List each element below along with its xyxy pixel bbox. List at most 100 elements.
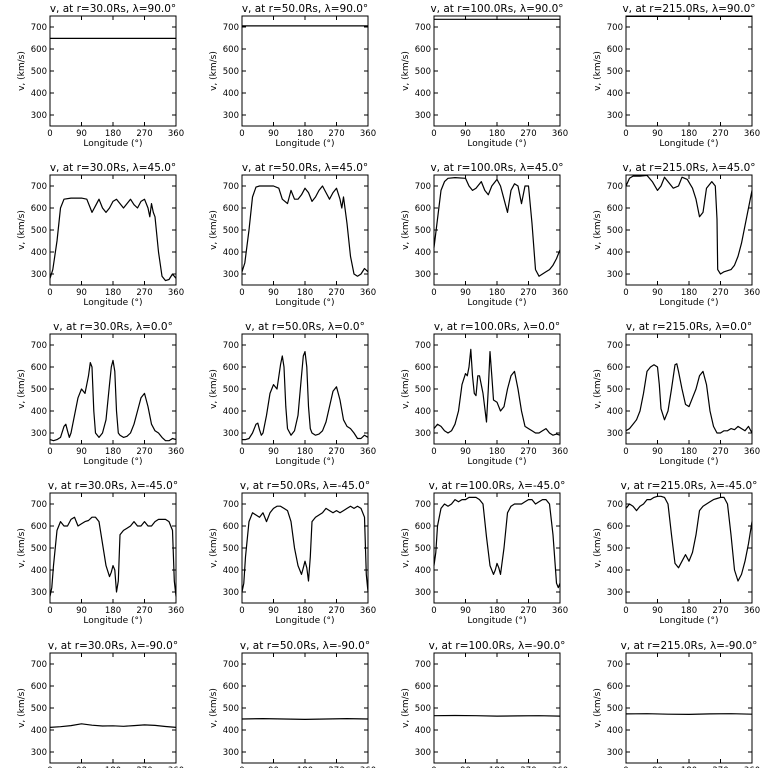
x-tick-label: 90 [652, 606, 663, 616]
series-line [433, 177, 561, 277]
y-tick-label: 400 [31, 89, 47, 99]
series-line [433, 348, 561, 436]
x-tick-label: 180 [489, 606, 505, 616]
subplot-18: v, at r=100.0Rs, λ=-90.0° 0 90 180 270 360 300… [401, 640, 568, 768]
y-tick-label: 700 [223, 341, 239, 351]
y-tick-label: 600 [415, 522, 431, 532]
x-tick-label: 90 [460, 606, 471, 616]
x-axis-label: Longitude (°) [659, 457, 718, 467]
x-tick-label: 270 [712, 447, 728, 457]
y-tick-label: 300 [223, 270, 239, 280]
y-tick-label: 300 [415, 748, 431, 758]
x-tick-label: 180 [105, 606, 121, 616]
y-axis-label: v, (km/s) [401, 688, 411, 728]
y-tick-label: 400 [223, 407, 239, 417]
x-tick-label: 0 [239, 447, 244, 457]
y-axis-label: v, (km/s) [17, 210, 27, 250]
subplot-title: v, at r=100.0Rs, λ=0.0° [434, 321, 560, 333]
y-tick-label: 700 [31, 182, 47, 192]
y-tick-label: 300 [223, 111, 239, 121]
x-axis-label: Longitude (°) [275, 457, 334, 467]
plot-frame [625, 333, 753, 445]
subplot-title: v, at r=30.0Rs, λ=-90.0° [48, 640, 178, 652]
y-tick-label: 600 [415, 363, 431, 373]
x-axis-label: Longitude (°) [275, 139, 334, 149]
y-axis-label: v, (km/s) [209, 688, 219, 728]
y-axis-label: v, (km/s) [209, 210, 219, 250]
plot-frame [241, 174, 369, 286]
y-tick-label: 700 [223, 182, 239, 192]
y-tick-label: 700 [415, 660, 431, 670]
x-axis-label: Longitude (°) [467, 457, 526, 467]
x-tick-label: 180 [681, 606, 697, 616]
subplot-title: v, at r=50.0Rs, λ=0.0° [245, 321, 365, 333]
plot-frame [49, 15, 177, 127]
y-tick-label: 400 [31, 566, 47, 576]
x-tick-label: 180 [489, 288, 505, 298]
subplot-title: v, at r=215.0Rs, λ=90.0° [622, 3, 755, 15]
x-tick-label: 360 [744, 766, 760, 768]
y-tick-label: 300 [607, 748, 623, 758]
y-tick-label: 400 [415, 726, 431, 736]
subplot-title: v, at r=30.0Rs, λ=90.0° [50, 3, 176, 15]
y-tick-label: 400 [415, 566, 431, 576]
y-tick-label: 500 [607, 226, 623, 236]
y-tick-label: 400 [415, 248, 431, 258]
y-tick-label: 700 [415, 23, 431, 33]
x-tick-label: 270 [520, 606, 536, 616]
series-line [433, 714, 561, 717]
subplot-6: v, at r=100.0Rs, λ=45.0° 0 90 180 270 360 300 4… [401, 162, 568, 308]
y-tick-label: 500 [415, 544, 431, 554]
subplot-title: v, at r=30.0Rs, λ=0.0° [53, 321, 173, 333]
x-tick-label: 180 [489, 129, 505, 139]
x-tick-label: 360 [360, 288, 376, 298]
plot-frame [625, 15, 753, 127]
x-tick-label: 0 [623, 288, 628, 298]
series-line [625, 363, 753, 434]
x-tick-label: 180 [681, 129, 697, 139]
y-tick-label: 400 [31, 248, 47, 258]
x-tick-label: 0 [623, 447, 628, 457]
y-tick-label: 700 [607, 341, 623, 351]
series-line [49, 723, 177, 728]
x-tick-label: 270 [136, 606, 152, 616]
y-tick-label: 600 [607, 204, 623, 214]
subplot-5: v, at r=50.0Rs, λ=45.0° 0 90 180 270 360 300 40… [209, 162, 376, 308]
y-tick-label: 600 [223, 522, 239, 532]
x-tick-label: 270 [136, 447, 152, 457]
y-tick-label: 300 [415, 111, 431, 121]
x-tick-label: 90 [268, 606, 279, 616]
y-tick-label: 500 [223, 544, 239, 554]
subplot-1: v, at r=50.0Rs, λ=90.0° 0 90 180 270 360 300 40… [209, 3, 376, 149]
x-tick-label: 0 [623, 766, 628, 768]
x-tick-label: 270 [520, 447, 536, 457]
y-tick-label: 700 [31, 660, 47, 670]
x-tick-label: 360 [744, 606, 760, 616]
x-tick-label: 0 [623, 606, 628, 616]
subplot-4: v, at r=30.0Rs, λ=45.0° 0 90 180 270 360 300 40… [17, 162, 184, 308]
series-line [625, 174, 753, 275]
y-tick-label: 500 [31, 67, 47, 77]
x-tick-label: 90 [268, 288, 279, 298]
y-tick-label: 600 [607, 363, 623, 373]
x-tick-label: 180 [297, 288, 313, 298]
y-axis-label: v, (km/s) [401, 51, 411, 91]
x-tick-label: 360 [744, 129, 760, 139]
x-tick-label: 90 [652, 288, 663, 298]
x-tick-label: 270 [328, 766, 344, 768]
y-tick-label: 400 [223, 566, 239, 576]
x-tick-label: 360 [552, 606, 568, 616]
x-axis-label: Longitude (°) [83, 298, 142, 308]
y-axis-label: v, (km/s) [17, 528, 27, 568]
plot-frame [433, 174, 561, 286]
y-axis-label: v, (km/s) [593, 528, 603, 568]
x-tick-label: 270 [328, 288, 344, 298]
y-tick-label: 300 [223, 748, 239, 758]
x-tick-label: 0 [239, 288, 244, 298]
subplot-19: v, at r=215.0Rs, λ=-90.0° 0 90 180 270 360 300… [593, 640, 760, 768]
subplot-13: v, at r=50.0Rs, λ=-45.0° 0 90 180 270 360 300 4… [209, 480, 376, 626]
y-tick-label: 500 [223, 67, 239, 77]
y-tick-label: 500 [415, 226, 431, 236]
plot-frame [625, 174, 753, 286]
y-axis-label: v, (km/s) [209, 369, 219, 409]
